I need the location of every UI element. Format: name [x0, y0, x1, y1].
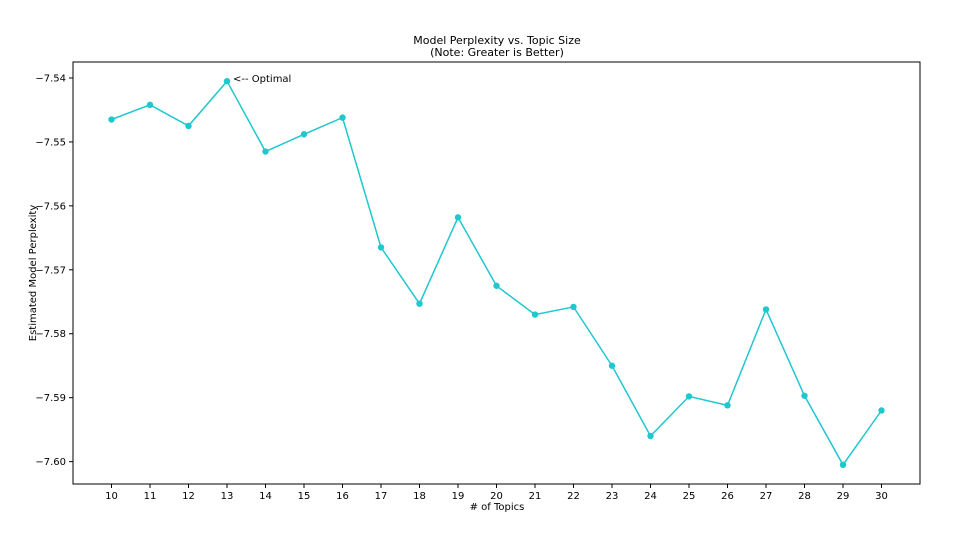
y-tick-label: −7.57: [35, 265, 66, 276]
data-point: [300, 131, 308, 138]
x-tick-label: 26: [721, 491, 734, 502]
x-tick-label: 11: [144, 491, 157, 502]
x-tick-label: 22: [567, 491, 580, 502]
x-tick-label: 14: [259, 491, 272, 502]
y-tick-label: −7.59: [35, 393, 66, 404]
x-tick-label: 10: [105, 491, 118, 502]
x-tick-label: 30: [875, 491, 888, 502]
data-point: [724, 402, 731, 409]
y-axis: −7.54 −7.55 −7.56 −7.57 −7.58 −7.59 −7.60: [35, 73, 73, 468]
y-tick-label: −7.55: [35, 137, 66, 148]
data-point: [839, 461, 847, 469]
data-point: [647, 432, 654, 440]
x-tick-label: 15: [298, 491, 311, 502]
x-tick-label: 23: [606, 491, 619, 502]
data-point: [223, 77, 231, 85]
data-point: [377, 244, 385, 251]
x-tick-label: 18: [413, 491, 426, 502]
data-point: [185, 122, 192, 130]
y-tick-label: −7.58: [35, 329, 66, 340]
x-tick-label: 20: [490, 491, 503, 502]
x-axis: 10 11 12 13 14 15 16 17 18 19 20 21 22 23 24 25 26 27 28 29…: [105, 484, 888, 502]
data-point: [262, 148, 269, 155]
data-point: [608, 362, 616, 369]
data-points: [108, 77, 885, 469]
x-tick-label: 24: [644, 491, 657, 502]
data-point: [339, 114, 346, 121]
data-point: [801, 392, 808, 399]
x-tick-label: 27: [760, 491, 773, 502]
data-point: [570, 303, 577, 311]
y-tick-label: −7.56: [35, 201, 66, 212]
data-point: [531, 311, 539, 318]
chart-subtitle: (Note: Greater is Better): [430, 46, 564, 59]
x-tick-label: 19: [452, 491, 465, 502]
x-tick-label: 16: [336, 491, 349, 502]
plot-frame: [72, 61, 921, 485]
x-tick-label: 29: [837, 491, 850, 502]
series-line: [111, 79, 883, 467]
chart-title: Model Perplexity vs. Topic Size: [413, 34, 581, 47]
x-axis-label: # of Topics: [470, 502, 525, 513]
data-point: [762, 306, 770, 313]
y-tick-label: −7.60: [35, 457, 66, 468]
x-tick-label: 28: [798, 491, 811, 502]
data-point: [454, 214, 462, 221]
x-tick-label: 12: [182, 491, 195, 502]
y-tick-label: −7.54: [35, 73, 66, 84]
data-point: [108, 116, 115, 123]
x-tick-label: 21: [529, 491, 542, 502]
data-point: [878, 407, 885, 414]
x-tick-label: 13: [221, 491, 234, 502]
x-tick-label: 25: [683, 491, 696, 502]
data-point: [685, 393, 693, 400]
optimal-annotation: <-- Optimal: [233, 74, 291, 85]
data-point: [146, 101, 154, 109]
data-point: [493, 282, 500, 289]
data-point: [416, 300, 423, 307]
y-axis-label: Estimated Model Perplexity: [28, 205, 39, 342]
x-tick-label: 17: [375, 491, 388, 502]
